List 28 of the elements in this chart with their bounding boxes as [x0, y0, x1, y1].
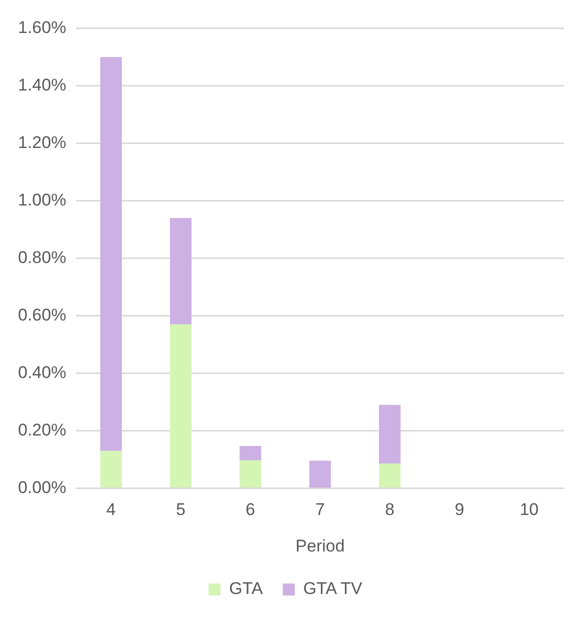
y-tick-label: 1.60% — [18, 18, 66, 37]
bar — [378, 463, 401, 488]
y-tick-label: 0.00% — [18, 478, 66, 497]
bar — [309, 460, 331, 488]
y-tick-label: 0.80% — [18, 248, 66, 267]
legend-label: GTA — [229, 579, 264, 598]
x-tick-label: 6 — [246, 500, 256, 520]
x-tick-label: 10 — [520, 500, 539, 520]
bar — [378, 404, 401, 464]
y-tick-label: 1.40% — [18, 75, 66, 94]
legend-label: GTA TV — [303, 579, 363, 598]
x-tick-label: 4 — [106, 500, 116, 520]
y-tick-label: 0.40% — [18, 362, 66, 382]
bar — [240, 460, 262, 488]
y-tick-label: 1.20% — [18, 132, 66, 152]
x-tick-label: 9 — [454, 500, 464, 520]
x-tick-label: 7 — [315, 500, 325, 520]
y-tick-label: 0.60% — [18, 305, 66, 324]
x-tick-label: 8 — [385, 500, 395, 520]
y-tick-label: 0.20% — [18, 420, 66, 440]
bar — [170, 324, 192, 488]
bar — [240, 446, 262, 460]
bar — [100, 56, 122, 451]
y-tick-label: 1.00% — [18, 190, 66, 210]
x-tick-label: 5 — [176, 500, 186, 520]
x-axis-title: Period — [296, 536, 345, 556]
bar — [100, 450, 122, 488]
bar — [170, 218, 192, 324]
